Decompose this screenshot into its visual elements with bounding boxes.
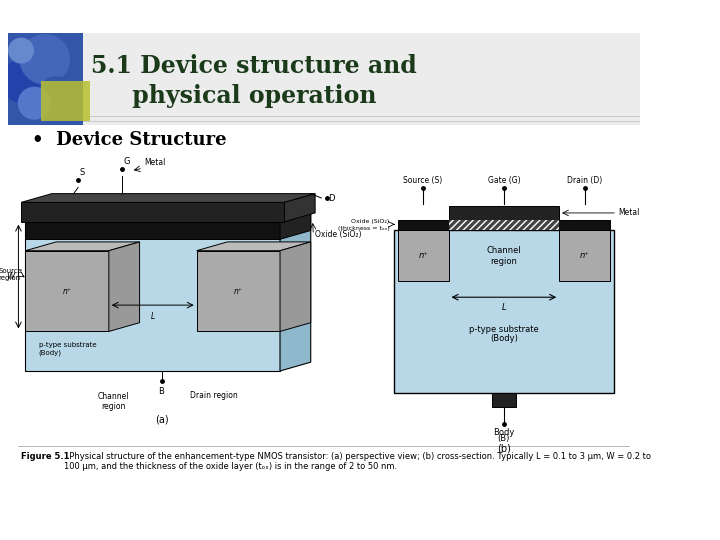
Text: D: D xyxy=(328,193,335,202)
Text: L: L xyxy=(150,312,155,321)
Text: Source (S): Source (S) xyxy=(403,176,443,185)
FancyBboxPatch shape xyxy=(397,220,610,231)
Text: Body: Body xyxy=(493,428,515,437)
Polygon shape xyxy=(25,222,280,239)
Circle shape xyxy=(20,35,69,84)
Text: (thickness = tₒₓ): (thickness = tₒₓ) xyxy=(338,226,390,231)
Polygon shape xyxy=(25,213,311,222)
FancyBboxPatch shape xyxy=(449,220,559,231)
FancyBboxPatch shape xyxy=(394,231,613,393)
Text: Source
region: Source region xyxy=(0,268,22,281)
Polygon shape xyxy=(25,222,280,371)
Text: Metal: Metal xyxy=(618,208,639,218)
Text: Oxide (SiO₂): Oxide (SiO₂) xyxy=(351,219,390,224)
Text: (Body): (Body) xyxy=(490,334,518,343)
Text: •  Device Structure: • Device Structure xyxy=(32,131,227,149)
Polygon shape xyxy=(284,194,315,222)
FancyBboxPatch shape xyxy=(449,206,559,220)
FancyBboxPatch shape xyxy=(41,81,89,121)
Text: B: B xyxy=(158,387,164,396)
Text: L: L xyxy=(502,303,506,312)
Text: S: S xyxy=(80,168,85,177)
Text: n⁺: n⁺ xyxy=(580,252,590,260)
Text: Physical structure of the enhancement-type NMOS transistor: (a) perspective view: Physical structure of the enhancement-ty… xyxy=(64,451,651,471)
FancyBboxPatch shape xyxy=(8,33,640,125)
Circle shape xyxy=(9,38,33,63)
FancyBboxPatch shape xyxy=(397,231,449,281)
Text: Channel
region: Channel region xyxy=(97,392,129,411)
Polygon shape xyxy=(280,213,311,371)
Polygon shape xyxy=(21,194,315,202)
Text: Channel
region: Channel region xyxy=(487,246,521,266)
Text: Gate (G): Gate (G) xyxy=(487,176,520,185)
Text: (B): (B) xyxy=(498,434,510,443)
Polygon shape xyxy=(280,242,311,332)
Text: n⁺: n⁺ xyxy=(418,252,428,260)
Text: n⁺: n⁺ xyxy=(233,287,243,295)
Polygon shape xyxy=(109,242,140,332)
Polygon shape xyxy=(25,242,140,251)
Text: W: W xyxy=(6,272,15,281)
Text: G: G xyxy=(124,157,130,166)
Text: n⁺: n⁺ xyxy=(62,287,71,295)
FancyBboxPatch shape xyxy=(559,231,610,281)
Polygon shape xyxy=(197,242,311,251)
Text: (a): (a) xyxy=(155,415,168,425)
Text: Oxide (SiO₂): Oxide (SiO₂) xyxy=(315,231,361,239)
Text: 5.1 Device structure and: 5.1 Device structure and xyxy=(91,55,417,78)
Polygon shape xyxy=(197,251,280,332)
Polygon shape xyxy=(25,251,109,332)
Circle shape xyxy=(1,59,45,103)
Circle shape xyxy=(39,77,73,112)
Text: Drain region: Drain region xyxy=(190,391,238,400)
Text: p-type substrate
(Body): p-type substrate (Body) xyxy=(39,342,96,356)
Text: Metal: Metal xyxy=(144,158,166,167)
Circle shape xyxy=(19,87,50,119)
FancyBboxPatch shape xyxy=(8,33,83,125)
Text: p-type substrate: p-type substrate xyxy=(469,325,539,334)
Text: Drain (D): Drain (D) xyxy=(567,176,602,185)
Text: Figure 5.1: Figure 5.1 xyxy=(21,451,70,461)
Polygon shape xyxy=(21,202,284,222)
Text: (b): (b) xyxy=(497,444,510,454)
Text: physical operation: physical operation xyxy=(91,84,377,108)
Polygon shape xyxy=(280,213,311,239)
FancyBboxPatch shape xyxy=(492,393,516,407)
Polygon shape xyxy=(25,213,311,222)
